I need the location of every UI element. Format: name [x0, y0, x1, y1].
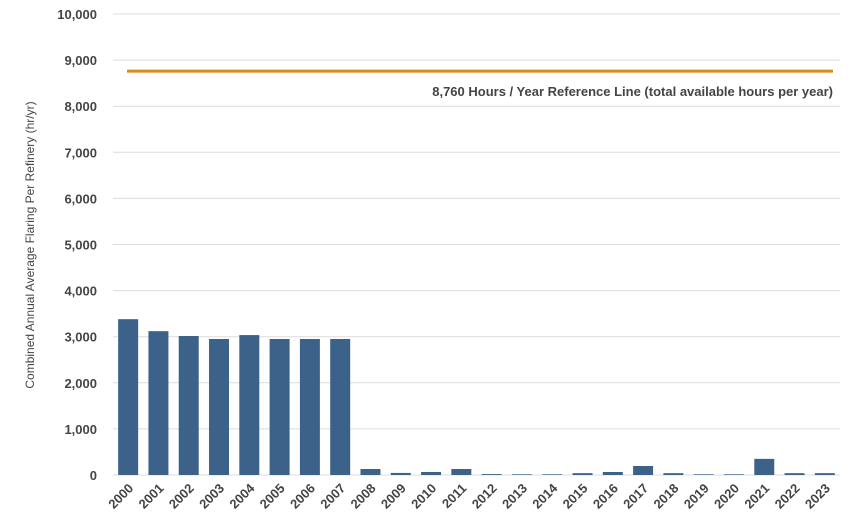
bar: [633, 466, 654, 475]
x-tick-label: 2021: [741, 481, 772, 512]
bar: [178, 336, 199, 475]
bar: [542, 474, 563, 475]
x-tick-label: 2008: [348, 481, 379, 512]
bar: [814, 473, 835, 475]
x-tick-label: 2015: [560, 481, 591, 512]
bar: [481, 474, 502, 475]
bar: [602, 472, 623, 475]
x-tick-label: 2002: [166, 481, 197, 512]
bar: [299, 339, 320, 475]
y-tick-label: 10,000: [57, 7, 97, 22]
x-tick-label: 2016: [590, 481, 621, 512]
x-tick-label: 2001: [136, 481, 167, 512]
bar: [663, 473, 684, 475]
x-tick-label: 2011: [439, 481, 470, 512]
y-tick-label: 5,000: [64, 238, 97, 253]
bar: [754, 458, 775, 475]
x-tick-label: 2019: [681, 481, 712, 512]
bar: [784, 473, 805, 475]
bar: [118, 319, 139, 475]
bar: [148, 331, 169, 475]
bar: [360, 469, 381, 475]
y-tick-label: 6,000: [64, 191, 97, 206]
y-tick-label: 2,000: [64, 376, 97, 391]
x-tick-label: 2012: [469, 481, 500, 512]
bar: [572, 473, 593, 475]
x-tick-label: 2007: [317, 481, 348, 512]
x-tick-label: 2006: [287, 481, 318, 512]
x-tick-label: 2003: [196, 481, 227, 512]
x-tick-label: 2004: [226, 480, 258, 512]
x-tick-label: 2020: [711, 481, 742, 512]
bar: [693, 474, 714, 475]
bar: [421, 472, 442, 475]
x-tick-label: 2013: [499, 481, 530, 512]
x-tick-label: 2009: [378, 481, 409, 512]
bar: [239, 335, 260, 475]
x-tick-label: 2010: [408, 481, 439, 512]
x-tick-label: 2014: [529, 480, 561, 512]
reference-line-label: 8,760 Hours / Year Reference Line (total…: [432, 84, 833, 99]
bar: [511, 474, 532, 475]
bar: [269, 339, 290, 475]
y-tick-label: 0: [90, 468, 97, 483]
bar: [209, 339, 230, 475]
x-tick-label: 2018: [650, 481, 681, 512]
y-tick-label: 7,000: [64, 145, 97, 160]
y-tick-label: 8,000: [64, 99, 97, 114]
bar: [330, 339, 351, 475]
y-tick-label: 4,000: [64, 284, 97, 299]
y-axis-title: Combined Annual Average Flaring Per Refi…: [23, 101, 37, 388]
x-tick-label: 2017: [620, 481, 651, 512]
bar: [723, 474, 744, 475]
y-tick-label: 9,000: [64, 53, 97, 68]
x-tick-label: 2005: [257, 481, 288, 512]
y-tick-label: 3,000: [64, 330, 97, 345]
bar: [451, 469, 472, 475]
bar: [390, 472, 411, 475]
x-tick-label: 2022: [772, 481, 803, 512]
x-tick-label: 2023: [802, 481, 833, 512]
y-tick-label: 1,000: [64, 422, 97, 437]
x-tick-label: 2000: [105, 481, 136, 512]
